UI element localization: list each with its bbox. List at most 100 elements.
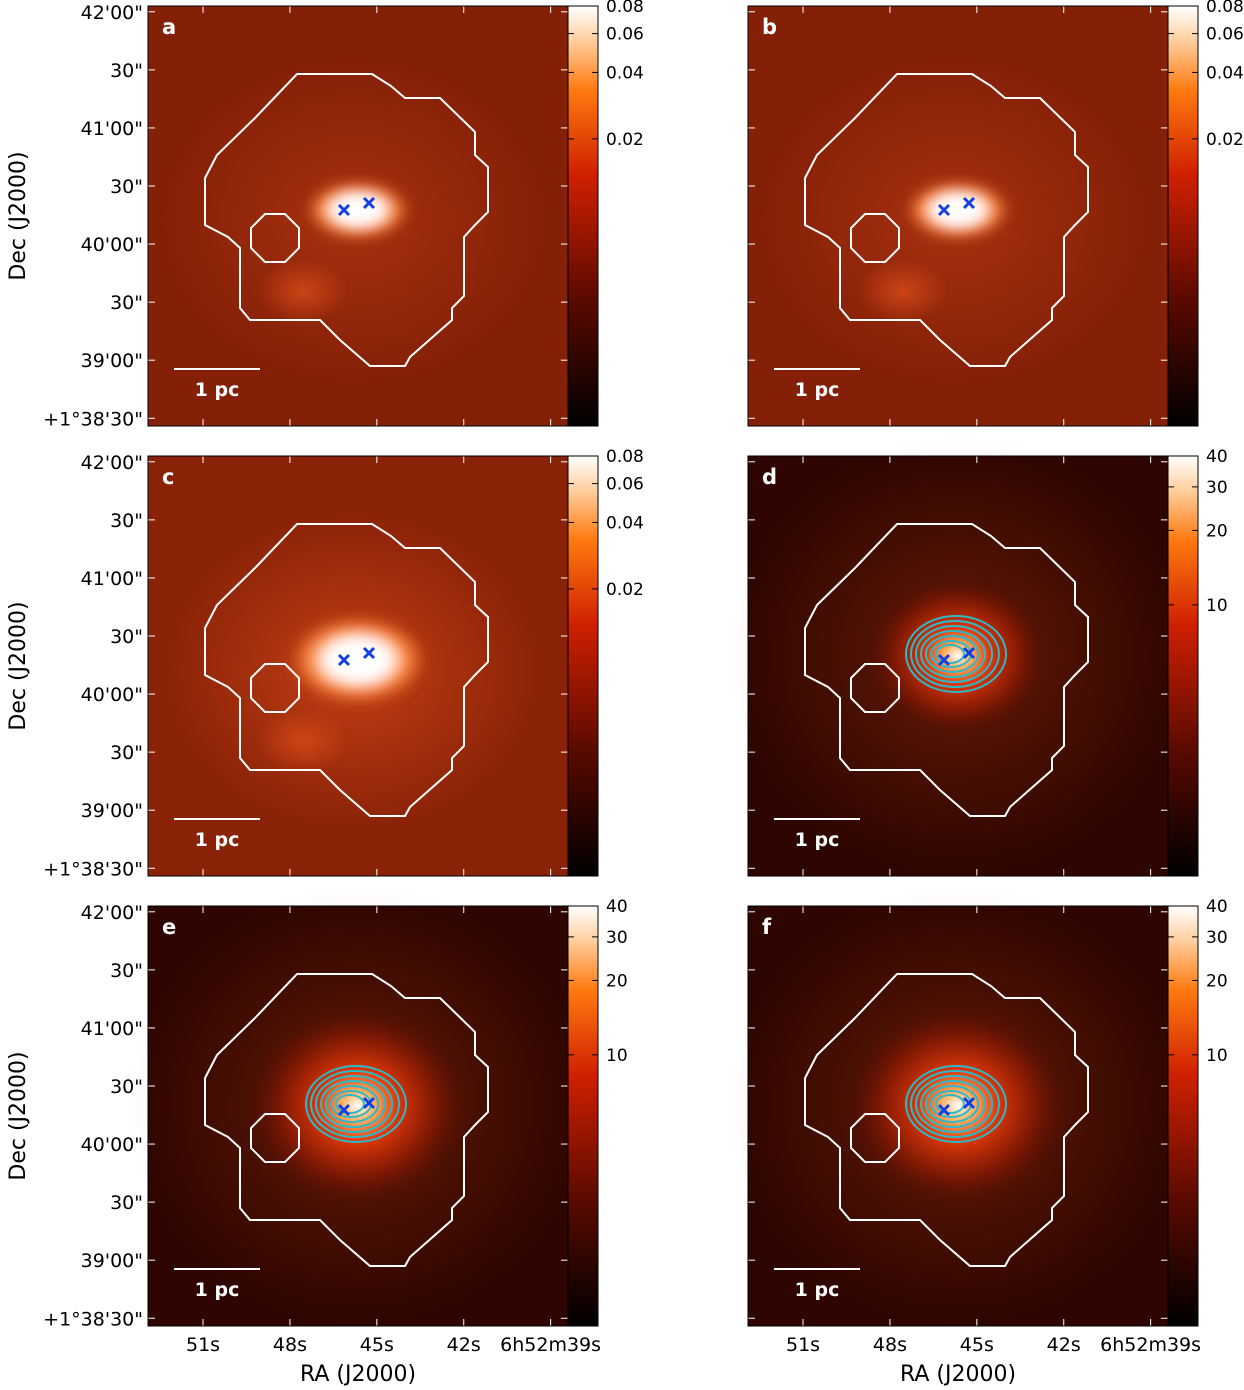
colorbar <box>567 905 599 1327</box>
contour <box>910 1070 1000 1138</box>
contour <box>935 1094 965 1114</box>
secondary-source <box>258 709 348 773</box>
colorbar-tick-label: 0.08 <box>1206 0 1244 17</box>
colorbar-tick-label: 20 <box>606 971 628 991</box>
region-outline <box>804 73 1089 367</box>
colorbar <box>1167 5 1199 427</box>
x-tick-label: 51s <box>786 1334 820 1356</box>
y-tick-label: 39'00" <box>81 350 143 372</box>
y-tick-label: 30" <box>110 1192 143 1214</box>
region-outline <box>204 523 489 817</box>
colorbar <box>567 5 599 427</box>
secondary-source <box>858 259 948 323</box>
source-marker <box>937 653 951 667</box>
colorbar-tick-label: 0.02 <box>606 580 644 600</box>
scalebar-label: 1 pc <box>795 379 840 401</box>
scalebar-label: 1 pc <box>195 1279 240 1301</box>
colorbar-tick-label: 0.08 <box>606 0 644 17</box>
panel-label: a <box>162 15 176 39</box>
core-emission <box>248 1006 468 1206</box>
y-tick-label: 42'00" <box>81 452 143 474</box>
y-tick-label: 39'00" <box>81 800 143 822</box>
region-outline <box>804 973 1089 1267</box>
scalebar-label: 1 pc <box>795 1279 840 1301</box>
x-tick-label: 6h52m39s <box>1100 1334 1201 1356</box>
colorbar-tick-label: 0.06 <box>1206 25 1244 45</box>
contour <box>315 1075 393 1133</box>
panel-label: c <box>162 465 174 489</box>
panel: c 1 pc 42'00" 30" 41'00" 30" 40'00" 30" 39'00" +1… <box>6 447 644 880</box>
source-marker <box>362 1096 376 1110</box>
y-tick-label: 41'00" <box>81 118 143 140</box>
colorbar-tick-label: 10 <box>1206 596 1228 616</box>
contour <box>925 635 979 673</box>
panel: b 1 pc 0.08 0.06 0.04 0.02 <box>747 0 1244 427</box>
contour <box>905 1065 1007 1143</box>
source-marker <box>337 1103 351 1117</box>
contour <box>910 620 1000 688</box>
contour <box>310 1070 400 1138</box>
colorbar-tick-label: 40 <box>1206 897 1228 917</box>
source-marker <box>337 653 351 667</box>
y-tick-label: 30" <box>110 960 143 982</box>
colorbar-tick-label: 40 <box>606 897 628 917</box>
y-axis-label: Dec (J2000) <box>6 1051 31 1180</box>
colorbar <box>567 455 599 877</box>
colorbar <box>1167 905 1199 1327</box>
y-tick-label: +1°38'30" <box>43 858 143 880</box>
source-marker <box>337 203 351 217</box>
y-tick-label: 41'00" <box>81 1018 143 1040</box>
contour <box>320 1080 386 1128</box>
y-tick-label: 30" <box>110 1076 143 1098</box>
contour <box>915 625 993 683</box>
panel: e 1 pc 42'00" 30" 41'00" 30" 40'00" 30" 39'00" +1… <box>6 886 628 1387</box>
contour <box>305 1065 407 1143</box>
source-marker <box>962 646 976 660</box>
colorbar <box>1167 455 1199 877</box>
contour <box>935 644 965 664</box>
source-marker <box>362 646 376 660</box>
x-tick-label: 42s <box>447 1334 481 1356</box>
contour <box>915 1075 993 1133</box>
y-tick-label: 30" <box>110 176 143 198</box>
region-outline <box>204 973 489 1267</box>
bright-source <box>906 180 1010 240</box>
x-tick-label: 48s <box>873 1334 907 1356</box>
colorbar-tick-label: 0.06 <box>606 25 644 45</box>
colorbar-tick-label: 10 <box>606 1046 628 1066</box>
region-outline <box>204 73 489 367</box>
y-tick-label: 41'00" <box>81 568 143 590</box>
y-tick-label: 40'00" <box>81 234 143 256</box>
core-emission <box>848 1006 1068 1206</box>
colorbar-tick-label: 30 <box>606 928 628 948</box>
x-axis-label: RA (J2000) <box>900 1362 1016 1386</box>
region-outline <box>250 213 300 263</box>
colorbar-tick-label: 30 <box>1206 928 1228 948</box>
y-tick-label: 39'00" <box>81 1250 143 1272</box>
x-axis-label: RA (J2000) <box>300 1362 416 1386</box>
contour <box>920 630 986 678</box>
colorbar-tick-label: 0.02 <box>1206 130 1244 150</box>
source-marker <box>962 1096 976 1110</box>
region-outline <box>804 523 1089 817</box>
source-marker <box>362 196 376 210</box>
y-tick-label: 30" <box>110 292 143 314</box>
bright-source <box>306 180 410 240</box>
scalebar-label: 1 pc <box>795 829 840 851</box>
y-tick-label: 40'00" <box>81 1134 143 1156</box>
y-tick-label: 30" <box>110 510 143 532</box>
x-tick-label: 45s <box>960 1334 994 1356</box>
secondary-source <box>258 259 348 323</box>
colorbar-tick-label: 0.04 <box>606 63 644 83</box>
source-marker <box>937 1103 951 1117</box>
source-marker <box>962 196 976 210</box>
x-tick-label: 51s <box>186 1334 220 1356</box>
scalebar-label: 1 pc <box>195 829 240 851</box>
panel-label: e <box>162 915 176 939</box>
colorbar-tick-label: 20 <box>1206 971 1228 991</box>
x-tick-label: 6h52m39s <box>500 1334 601 1356</box>
contour <box>325 1085 379 1123</box>
x-tick-label: 48s <box>273 1334 307 1356</box>
y-tick-label: 42'00" <box>81 902 143 924</box>
